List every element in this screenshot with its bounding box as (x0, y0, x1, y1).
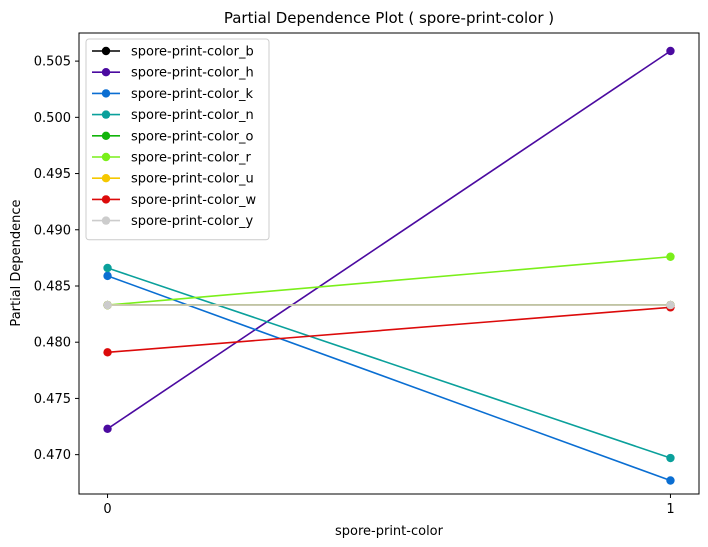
axes: 0.470 0.475 0.480 0.485 0.490 0.495 0.500 0.505… (34, 32, 700, 517)
y-axis-label: Partial Dependence (9, 199, 24, 326)
y-tick-label: 0.505 (34, 55, 71, 70)
series-spore-print-color_h (103, 46, 675, 433)
legend-label: spore-print-color_k (131, 87, 253, 102)
legend-item: spore-print-color_n (92, 108, 254, 123)
data-point (666, 476, 675, 485)
x-axis-label: spore-print-color (335, 524, 444, 539)
legend-label: spore-print-color_y (131, 214, 253, 229)
legend-item: spore-print-color_w (92, 193, 256, 208)
y-tick-label: 0.500 (34, 111, 71, 126)
legend-item: spore-print-color_h (92, 66, 254, 81)
legend-marker (101, 152, 111, 162)
data-point (103, 263, 112, 273)
legend-item: spore-print-color_b (92, 45, 254, 60)
series-spore-print-color_y (103, 300, 675, 310)
plot-frame (78, 32, 700, 495)
legend-label: spore-print-color_n (131, 108, 254, 123)
x-tick-label: 0 (103, 502, 111, 517)
legend-label: spore-print-color_u (131, 172, 254, 187)
y-tick-label: 0.470 (34, 448, 71, 463)
y-tick-label: 0.485 (34, 279, 71, 294)
series-spore-print-color_r (103, 252, 675, 310)
x-tick-label: 1 (666, 502, 674, 517)
plot-area (103, 46, 675, 485)
legend-label: spore-print-color_o (131, 129, 253, 144)
series-line (107, 50, 671, 430)
y-tick-label: 0.490 (34, 223, 71, 238)
legend-marker (101, 89, 111, 98)
legend-marker (101, 195, 111, 204)
legend-item: spore-print-color_o (92, 129, 253, 144)
chart-title: Partial Dependence Plot ( spore-print-co… (224, 9, 554, 27)
series-spore-print-color_n (103, 263, 675, 463)
series-spore-print-color_w (103, 303, 675, 357)
legend-item: spore-print-color_k (92, 87, 253, 102)
legend-marker (101, 131, 111, 140)
data-point (666, 252, 675, 261)
y-tick-label: 0.480 (34, 336, 71, 351)
legend-label: spore-print-color_h (131, 66, 254, 81)
data-point (103, 348, 112, 357)
legend-item: spore-print-color_y (92, 214, 253, 229)
y-tick-label: 0.495 (34, 167, 71, 182)
legend-marker (101, 216, 111, 225)
data-point (103, 271, 112, 281)
y-tick-label: 0.475 (34, 392, 71, 407)
data-point (103, 424, 112, 433)
legend-marker (101, 68, 111, 77)
legend-label: spore-print-color_w (131, 193, 256, 208)
data-point (666, 46, 675, 56)
series-line (107, 275, 671, 482)
series-line (107, 255, 671, 306)
series-line (107, 306, 671, 354)
legend-label: spore-print-color_b (131, 45, 254, 60)
legend-label: spore-print-color_r (131, 151, 251, 166)
legend-item: spore-print-color_u (92, 172, 254, 187)
data-point (666, 300, 675, 310)
legend-marker (101, 110, 111, 119)
data-point (103, 300, 112, 310)
series-spore-print-color_k (103, 271, 675, 485)
legend: spore-print-color_b spore-print-color_hsp… (85, 38, 270, 241)
legend-box (85, 38, 270, 241)
series-line (107, 267, 671, 459)
legend-marker (101, 174, 111, 183)
legend-item: spore-print-color_r (92, 151, 251, 166)
data-point (666, 453, 675, 463)
legend-marker (101, 46, 111, 56)
